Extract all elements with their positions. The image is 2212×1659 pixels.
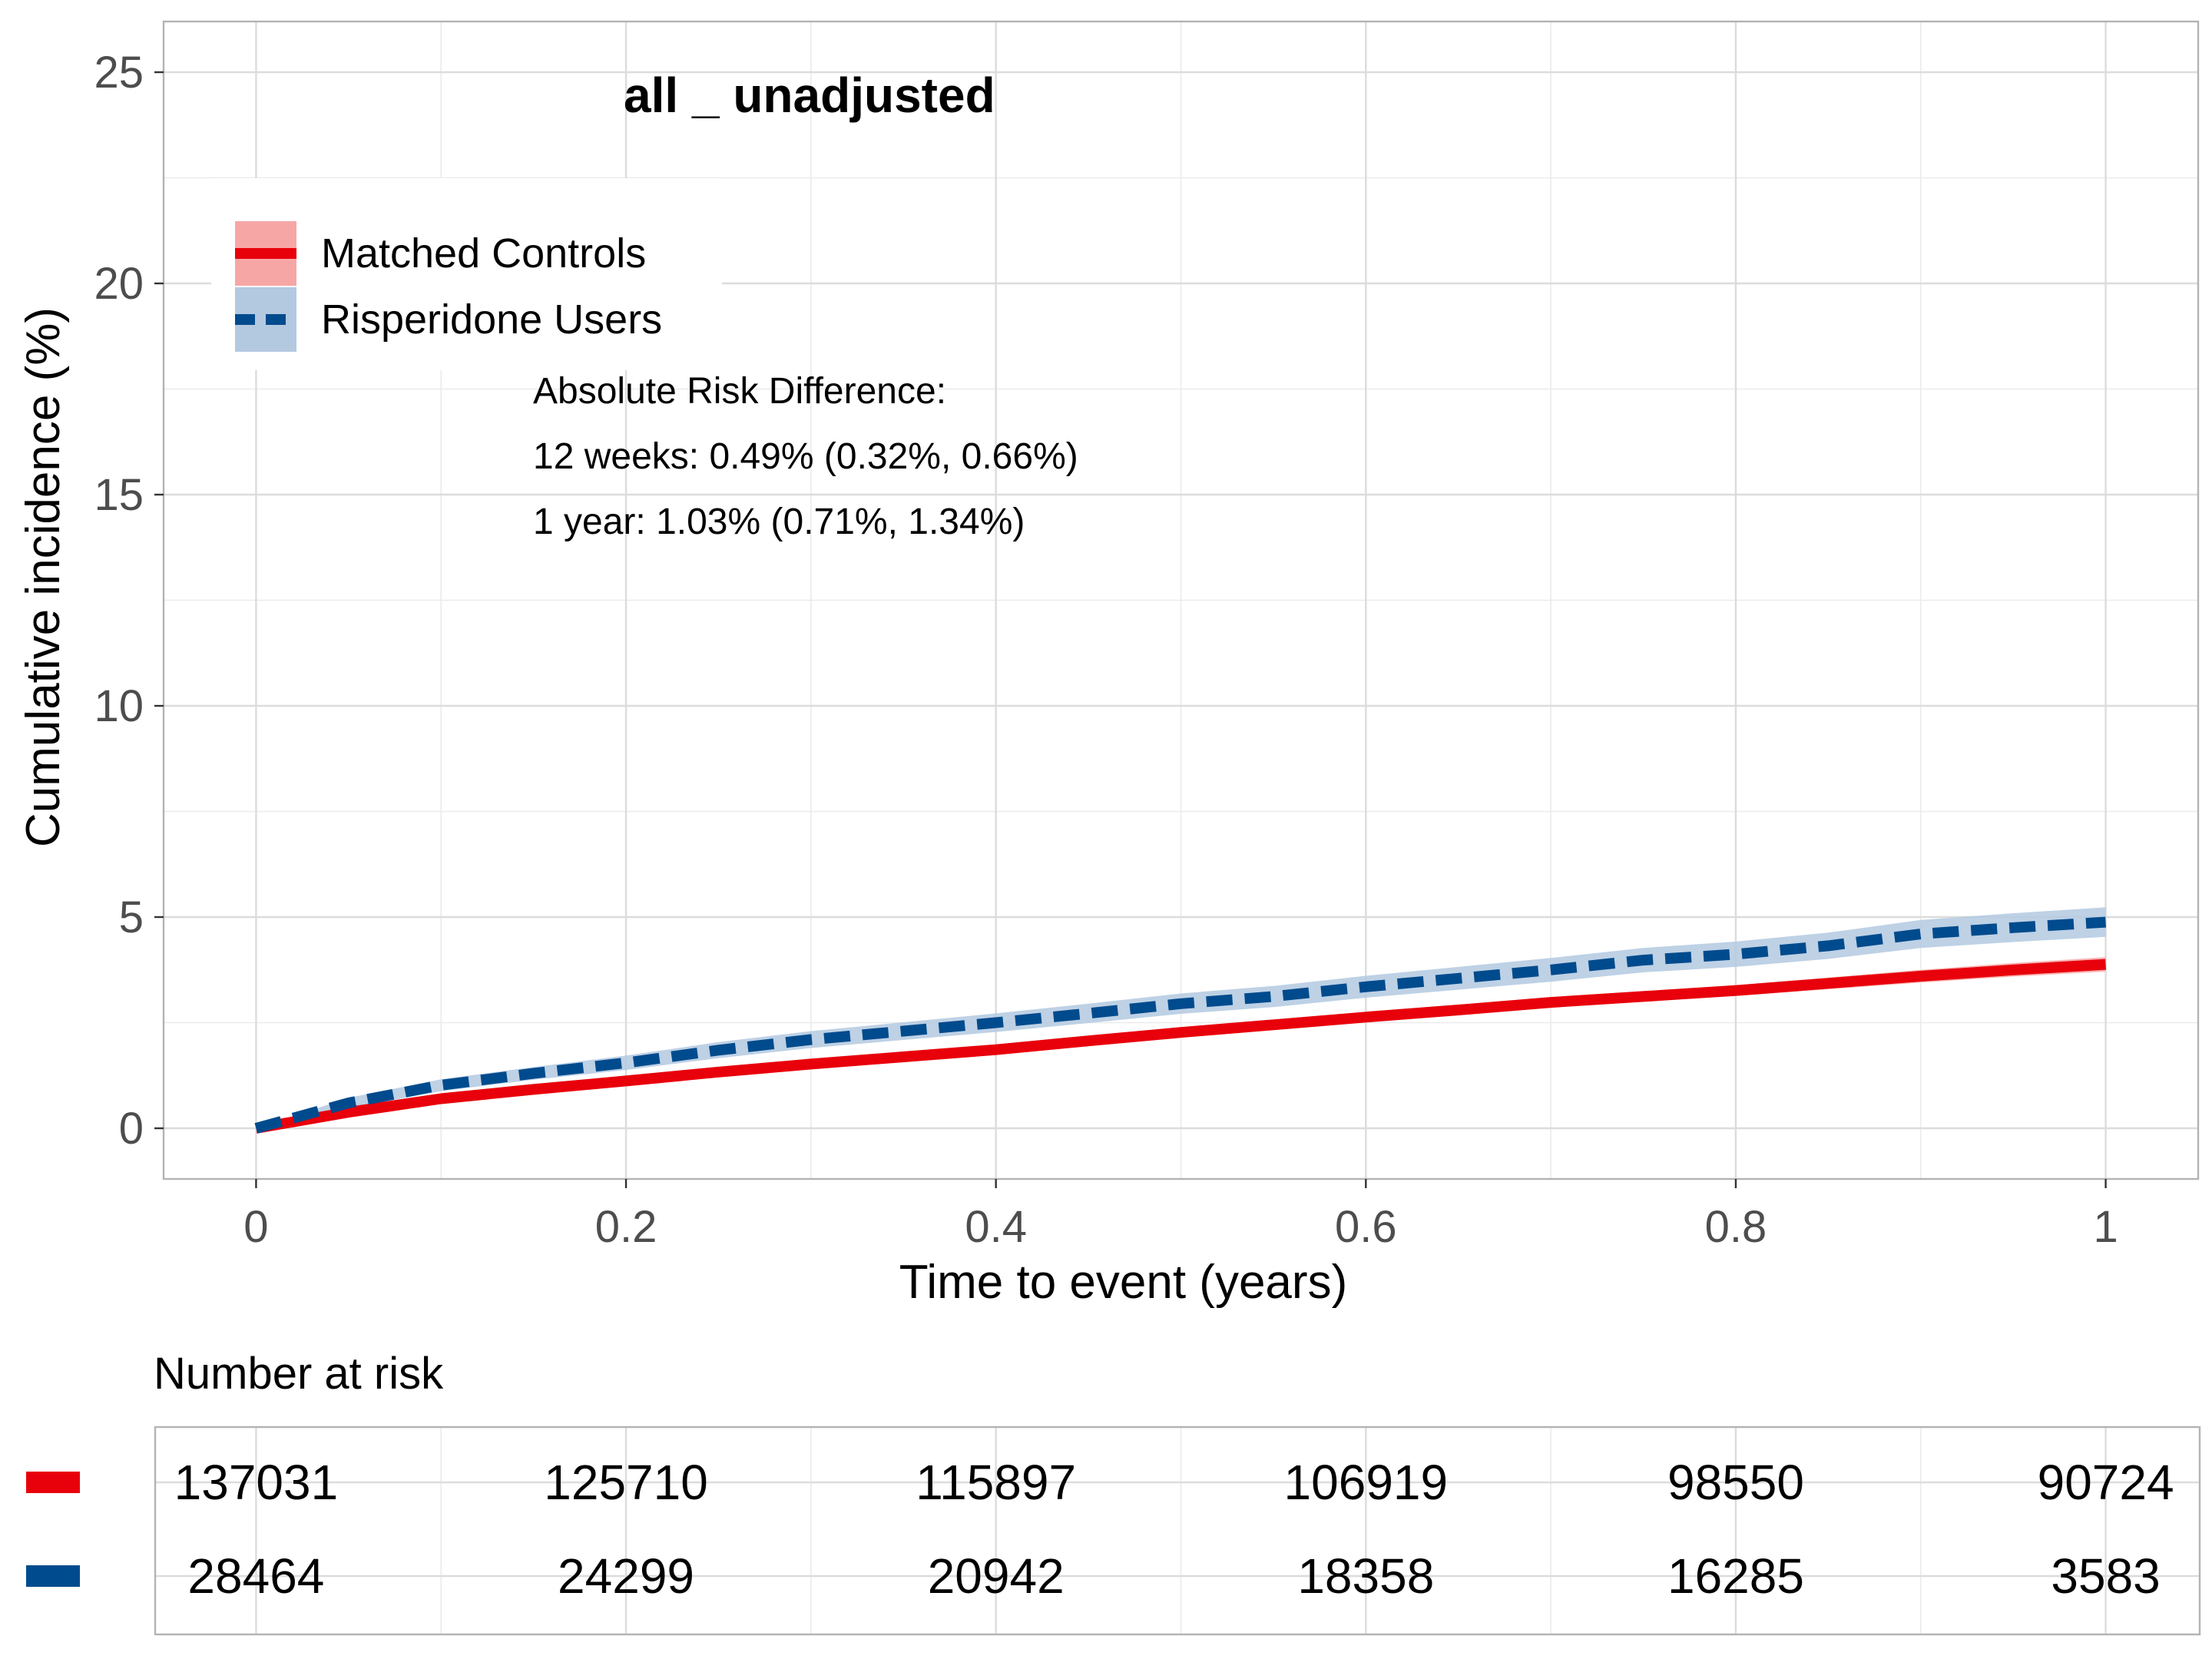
risk-table-cell: 137031 [174, 1455, 339, 1510]
risk-table-border [154, 1426, 2201, 1636]
x-tick-label: 0 [243, 1202, 268, 1252]
risk-table-cell: 20942 [928, 1548, 1065, 1604]
risk-table-cell: 24299 [558, 1548, 694, 1604]
x-tick-label: 1 [2093, 1202, 2118, 1252]
risk-table-cell: 125710 [544, 1455, 708, 1510]
risk-table-cell: 18358 [1297, 1548, 1434, 1604]
panel-border [162, 20, 2200, 1181]
y-tick-label: 20 [94, 259, 144, 309]
risk-table-cell: 16285 [1667, 1548, 1804, 1604]
x-tick-label: 0.4 [965, 1202, 1027, 1252]
annotation-line-2: 1 year: 1.03% (0.71%, 1.34%) [533, 502, 1025, 542]
risk-table: Number at risk 137031 125710 115897 106919 98… [26, 1349, 2201, 1636]
risk-table-title: Number at risk [154, 1349, 444, 1399]
annotation-line-1: 12 weeks: 0.49% (0.32%, 0.66%) [533, 436, 1078, 477]
y-axis-title: Cumulative incidence (%) [17, 307, 70, 847]
chart-title: all _ unadjusted [624, 68, 995, 123]
risk-table-cell: 28464 [187, 1548, 324, 1604]
x-axis-title: Time to event (years) [899, 1256, 1347, 1309]
y-tick-label: 25 [94, 48, 144, 98]
y-tick-label: 15 [94, 470, 144, 520]
risk-table-cell: 90724 [2038, 1455, 2174, 1510]
x-tick-label: 0.6 [1335, 1202, 1397, 1252]
risk-table-cell: 3583 [2051, 1548, 2160, 1604]
risk-table-cell: 115897 [916, 1455, 1076, 1510]
y-tick-label: 0 [119, 1104, 144, 1154]
legend-label-1: Risperidone Users [321, 296, 662, 343]
series-line-0 [255, 959, 2107, 1134]
x-tick-label: 0.2 [595, 1202, 657, 1252]
risk-table-cell: 106919 [1284, 1455, 1449, 1510]
y-tick-label: 10 [94, 681, 144, 731]
risk-table-cell: 98550 [1667, 1455, 1804, 1510]
x-tick-label: 0.8 [1705, 1202, 1767, 1252]
y-tick-label: 5 [119, 892, 144, 942]
legend-label-0: Matched Controls [321, 230, 646, 276]
annotation-line-0: Absolute Risk Difference: [533, 371, 946, 412]
series-line-1 [254, 916, 2107, 1134]
